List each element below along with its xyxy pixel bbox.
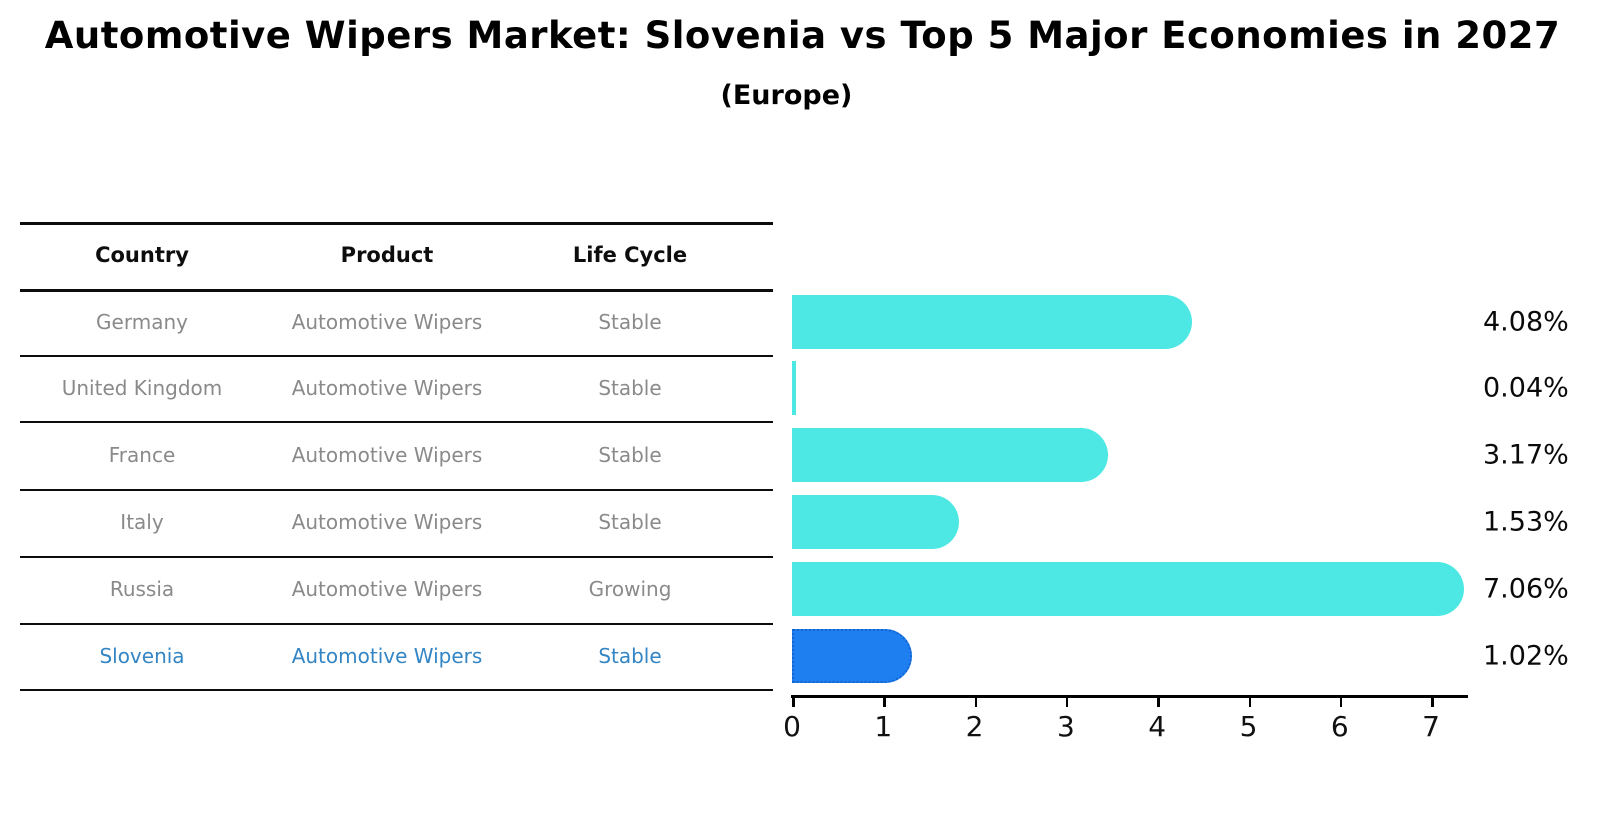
bar-germany bbox=[792, 295, 1192, 349]
cell-italy-country: Italy bbox=[120, 510, 164, 534]
column-header-life-cycle: Life Cycle bbox=[572, 243, 688, 267]
cell-united-kingdom-life-cycle: Stable bbox=[598, 376, 662, 400]
value-label-italy: 1.53% bbox=[1483, 506, 1569, 538]
cell-united-kingdom-product: Automotive Wipers bbox=[291, 376, 483, 400]
x-axis-tick bbox=[1431, 695, 1434, 707]
x-axis-tick-label: 5 bbox=[1239, 710, 1258, 743]
x-axis-tick bbox=[1248, 695, 1251, 707]
x-axis-tick bbox=[974, 695, 978, 707]
value-label-germany: 4.08% bbox=[1483, 306, 1569, 338]
bar-italy bbox=[792, 495, 959, 549]
cell-slovenia-product: Automotive Wipers bbox=[291, 644, 483, 668]
cell-russia-life-cycle: Growing bbox=[588, 577, 672, 601]
x-axis-line bbox=[791, 695, 1468, 698]
table-rule bbox=[20, 689, 773, 691]
x-axis-tick-label: 4 bbox=[1148, 710, 1167, 743]
table-rule bbox=[20, 421, 773, 423]
bar-united-kingdom bbox=[792, 361, 796, 415]
value-label-russia: 7.06% bbox=[1483, 573, 1569, 605]
table-rule bbox=[20, 289, 773, 292]
cell-france-country: France bbox=[108, 443, 176, 467]
value-label-slovenia: 1.02% bbox=[1483, 640, 1569, 672]
x-axis-tick bbox=[1065, 695, 1069, 707]
column-header-product: Product bbox=[340, 243, 434, 267]
x-axis-tick-label: 7 bbox=[1422, 710, 1441, 743]
cell-slovenia-country: Slovenia bbox=[99, 644, 185, 668]
x-axis-tick-label: 6 bbox=[1330, 710, 1349, 743]
cell-france-life-cycle: Stable bbox=[598, 443, 662, 467]
x-axis-tick bbox=[1339, 695, 1343, 707]
cell-italy-product: Automotive Wipers bbox=[291, 510, 483, 534]
table-rule bbox=[20, 222, 773, 225]
cell-france-product: Automotive Wipers bbox=[291, 443, 483, 467]
bar-russia bbox=[792, 562, 1464, 616]
chart-subtitle: (Europe) bbox=[720, 80, 853, 111]
table-rule bbox=[20, 623, 773, 625]
cell-slovenia-life-cycle: Stable bbox=[598, 644, 662, 668]
bar-france bbox=[792, 428, 1109, 482]
cell-germany-life-cycle: Stable bbox=[598, 310, 662, 334]
column-header-country: Country bbox=[95, 243, 189, 267]
bar-slovenia bbox=[792, 629, 913, 683]
table-rule bbox=[20, 489, 773, 491]
cell-italy-life-cycle: Stable bbox=[598, 510, 662, 534]
table-rule bbox=[20, 355, 773, 357]
x-axis-tick-label: 3 bbox=[1056, 710, 1075, 743]
x-axis-tick-label: 1 bbox=[874, 710, 893, 743]
value-label-united-kingdom: 0.04% bbox=[1483, 372, 1569, 404]
x-axis-tick bbox=[883, 695, 886, 707]
cell-germany-country: Germany bbox=[96, 310, 188, 334]
x-axis-tick bbox=[792, 695, 795, 707]
cell-united-kingdom-country: United Kingdom bbox=[61, 376, 223, 400]
value-label-france: 3.17% bbox=[1483, 439, 1569, 471]
cell-russia-product: Automotive Wipers bbox=[291, 577, 483, 601]
table-rule bbox=[20, 556, 773, 558]
x-axis-tick-label: 2 bbox=[965, 710, 984, 743]
cell-russia-country: Russia bbox=[109, 577, 175, 601]
chart-title: Automotive Wipers Market: Slovenia vs To… bbox=[44, 14, 1561, 57]
x-axis-tick bbox=[1157, 695, 1160, 707]
cell-germany-product: Automotive Wipers bbox=[291, 310, 483, 334]
x-axis-tick-label: 0 bbox=[783, 710, 801, 743]
